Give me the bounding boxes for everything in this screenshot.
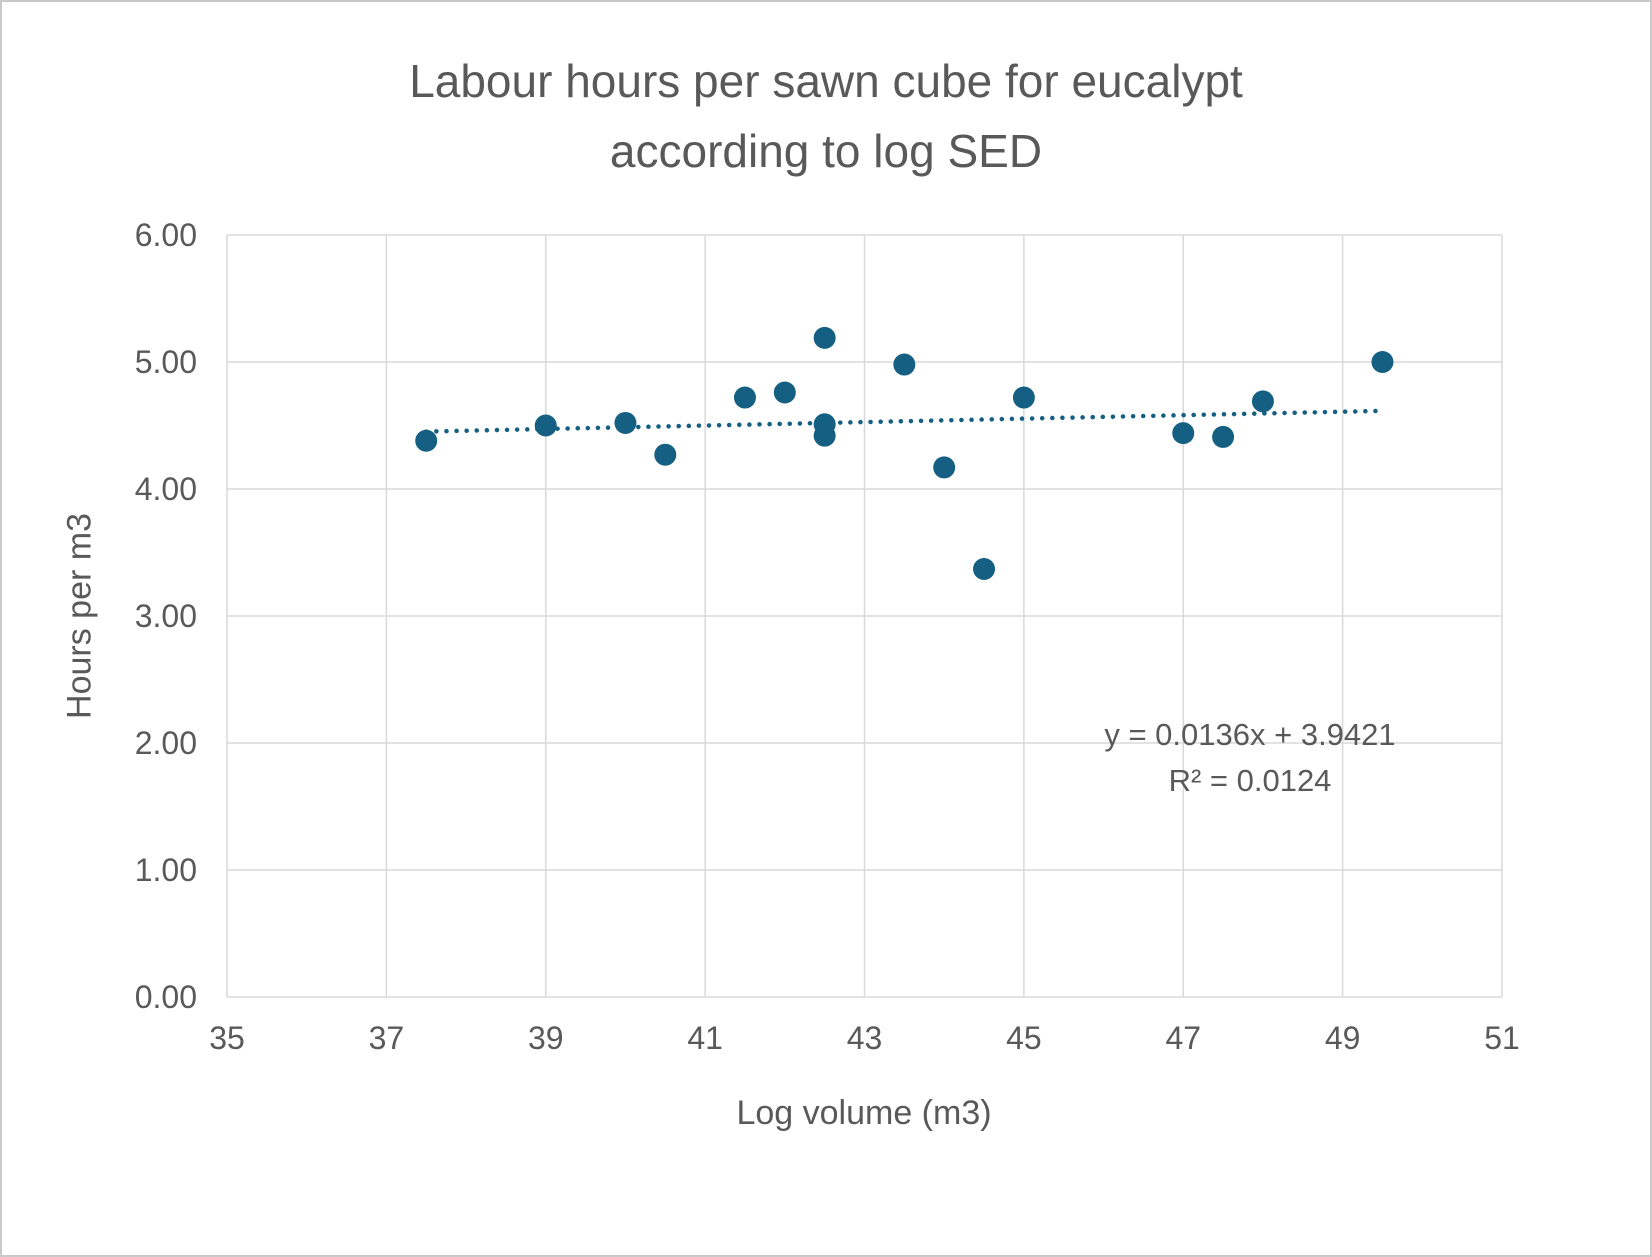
trendline-annotation: y = 0.0136x + 3.9421 R² = 0.0124 [1104,712,1395,804]
trendline [423,408,1385,434]
x-tick-label: 51 [1484,1020,1520,1056]
x-tick-label: 45 [1006,1020,1042,1056]
chart-title-line2: according to log SED [609,125,1043,177]
y-tick-label: 4.00 [135,471,197,507]
x-tick-label: 43 [847,1020,883,1056]
y-tick-label: 5.00 [135,344,197,380]
x-tick-label: 47 [1165,1020,1201,1056]
scatter-point [813,326,836,349]
trendline-r2: R² = 0.0124 [1168,763,1332,798]
y-tick-label: 2.00 [135,725,197,761]
scatter-point [415,429,438,452]
trendline-equation: y = 0.0136x + 3.9421 [1104,717,1396,752]
scatter-point [893,353,916,376]
y-axis-title: Hours per m3 [60,513,99,719]
y-tick-label: 0.00 [135,979,197,1015]
scatter-point [773,381,796,404]
chart-title: Labour hours per sawn cube for eucalypt … [2,46,1650,186]
x-tick-label: 49 [1325,1020,1361,1056]
scatter-point [1012,386,1035,409]
y-tick-label: 3.00 [135,598,197,634]
scatter-point [1172,422,1195,445]
scatter-point [534,414,557,437]
scatter-point [1371,351,1394,373]
chart-title-line1: Labour hours per sawn cube for eucalypt [409,55,1243,107]
scatter-point [973,558,996,581]
scatter-point [733,386,756,409]
y-tick-label: 6.00 [135,217,197,253]
scatter-point [614,411,637,434]
x-tick-label: 35 [209,1020,245,1056]
scatter-point [813,424,836,447]
scatter-point [654,443,677,466]
x-tick-label: 37 [369,1020,405,1056]
y-tick-label: 1.00 [135,852,197,888]
scatter-point [1251,390,1274,413]
scatter-point [1212,425,1235,448]
x-tick-label: 39 [528,1020,564,1056]
scatter-point [933,456,956,479]
x-axis-title: Log volume (m3) [736,1094,992,1132]
x-tick-label: 41 [687,1020,723,1056]
